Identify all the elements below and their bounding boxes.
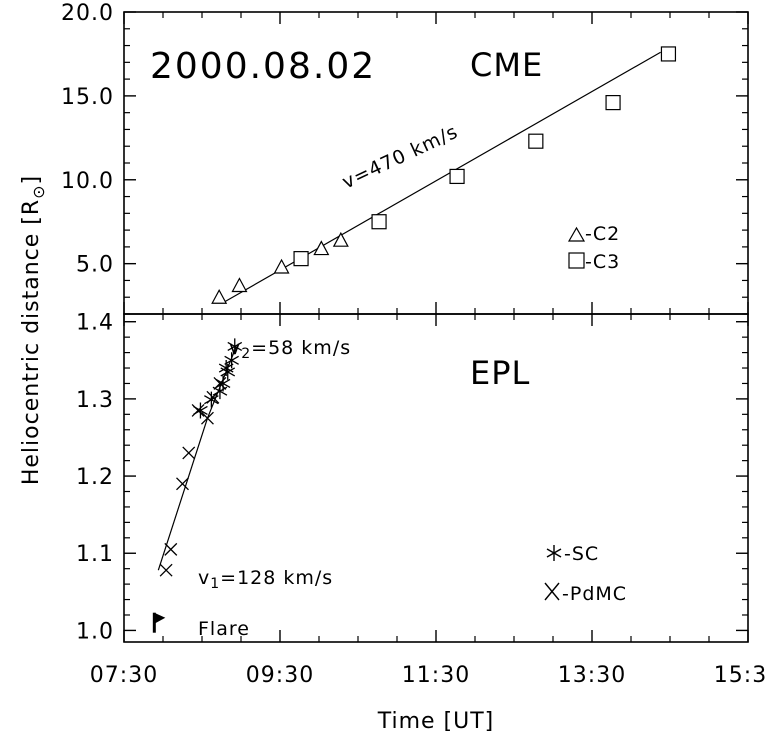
bottom-fit-annotation-v2: v2=58 km/s [229, 337, 351, 362]
top-fit-annotation: v=470 km/s [339, 121, 462, 194]
sc-asterisk-point [227, 338, 243, 355]
pdmc-x-point [159, 563, 173, 577]
pdmc-x-point [213, 376, 227, 390]
svg-text:Heliocentric distance [R⊙]: Heliocentric distance [R⊙] [19, 175, 48, 485]
c3-square-point [528, 133, 544, 149]
c2-triangle-point [211, 288, 228, 304]
c3-square-point [371, 214, 387, 230]
legend-pdmc-label: -PdMC [562, 583, 627, 605]
x-tick-label: 13:30 [558, 663, 626, 688]
date-label: 2000.08.02 [150, 46, 376, 87]
x-tick-label: 11:30 [402, 663, 470, 688]
c3-square-point [293, 251, 309, 267]
bottom-fit-annotation-v1: v1=128 km/s [198, 567, 333, 592]
y-tick-label: 1.4 [76, 311, 114, 336]
x-tick-label: 07:30 [90, 663, 158, 688]
x-tick-label: 09:30 [246, 663, 314, 688]
legend-x-marker [544, 582, 560, 601]
pdmc-x-point [164, 542, 178, 556]
y-axis-label: Heliocentric distance [R⊙] [19, 175, 48, 485]
bottom-legend: -SC -PdMC [544, 543, 627, 605]
pdmc-x-point [176, 477, 189, 491]
pdmc-x-point [206, 390, 220, 404]
top-panel-title: CME [470, 46, 543, 84]
flare-label: Flare [198, 618, 250, 640]
legend-triangle-marker [567, 226, 586, 242]
pdmc-x-point [201, 411, 214, 425]
legend-square-marker [568, 252, 585, 269]
x-axis-label: Time [UT] [377, 709, 495, 734]
legend-c3-label: -C3 [585, 251, 620, 273]
y-tick-label: 10.0 [61, 169, 114, 194]
sc-asterisk-point [224, 352, 239, 369]
c2-triangle-point [231, 277, 248, 293]
c2-triangle-point [332, 231, 349, 247]
c2-triangle-point [313, 240, 330, 256]
c3-square-point [605, 94, 621, 111]
sc-asterisk-point [220, 363, 236, 380]
y-tick-label: 15.0 [61, 85, 114, 110]
legend-asterisk-marker [546, 545, 562, 561]
y-tick-label: 1.2 [76, 465, 114, 490]
pdmc-x-point [191, 404, 205, 417]
pdmc-x-point [182, 446, 196, 460]
legend-sc-label: -SC [564, 543, 599, 565]
y-tick-label: 1.0 [76, 619, 114, 644]
c2-triangle-point [273, 258, 290, 274]
c3-square-point [449, 168, 465, 185]
flare-flag-icon [154, 612, 166, 624]
y-tick-label: 20.0 [61, 1, 114, 26]
y-tick-label: 1.1 [76, 542, 114, 567]
x-tick-label: 15:30 [714, 663, 767, 688]
y-tick-label: 5.0 [76, 253, 114, 278]
y-tick-label: 1.3 [76, 388, 114, 413]
sc-asterisk-point [215, 375, 231, 392]
bottom-panel-title: EPL [470, 354, 530, 392]
legend-c2-label: -C2 [585, 223, 620, 245]
bottom-panel-frame [123, 313, 749, 643]
top-legend: -C2 -C3 [567, 223, 620, 273]
fit-line [157, 418, 209, 571]
chart-marks: 07:30 09:30 11:30 13:30 15:30 5.0 10.0 15.0 20.0… [61, 1, 767, 688]
c3-square-point [660, 46, 677, 62]
